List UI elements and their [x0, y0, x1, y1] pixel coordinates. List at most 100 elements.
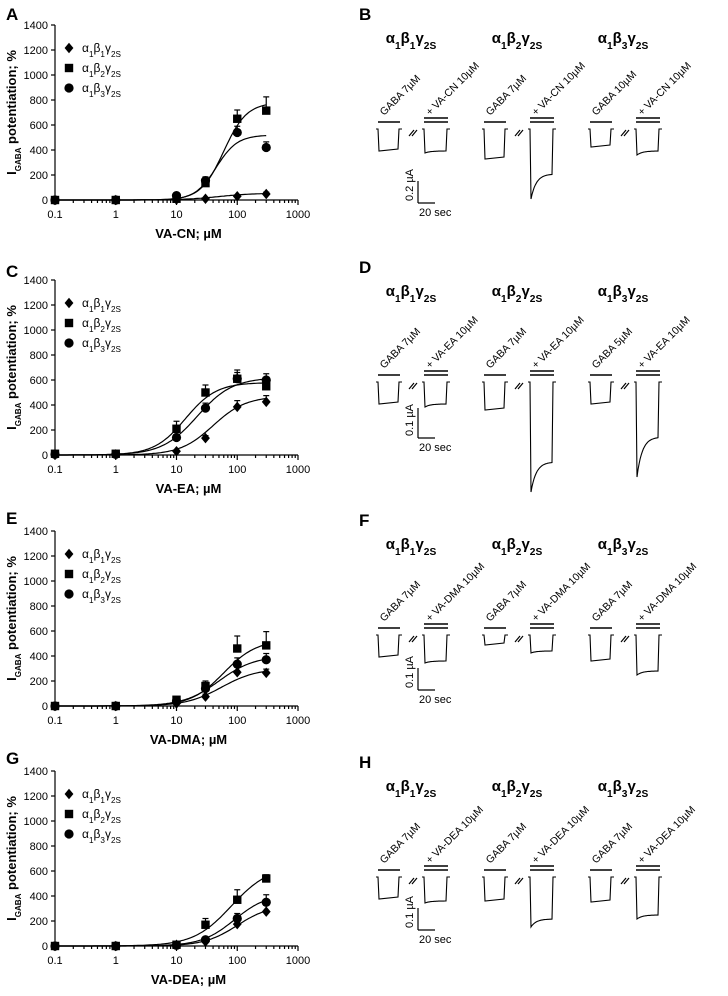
potentiated-current-trace	[528, 876, 556, 929]
data-point-circle	[232, 127, 242, 138]
column-title-3: α1β3γ2S	[598, 30, 649, 52]
x-axis-label: VA-DEA; µM	[151, 972, 226, 987]
drug-label: + VA-CN 10µM	[530, 60, 588, 118]
fit-curve-circle	[55, 135, 267, 201]
column-title-2: α1β2γ2S	[492, 536, 543, 558]
break-mark	[411, 129, 418, 137]
break-mark	[623, 129, 630, 137]
data-point-diamond	[261, 396, 271, 408]
potentiated-current-trace	[528, 128, 556, 200]
break-mark	[411, 635, 418, 643]
legend-entry-2: α1β2γ2S	[82, 316, 121, 334]
scale-time-label: 20 sec	[419, 694, 452, 706]
y-tick-label: 1400	[24, 526, 48, 538]
x-tick-label: 0.1	[47, 715, 62, 727]
drug-label: + VA-DEA 10µM	[424, 804, 486, 866]
legend-marker-circle	[64, 338, 74, 348]
break-mark	[408, 877, 415, 885]
data-point-diamond	[201, 432, 210, 444]
break-mark	[517, 129, 524, 137]
scale-time-label: 20 sec	[419, 207, 452, 219]
x-tick-label: 100	[228, 715, 246, 727]
y-tick-label: 0	[42, 450, 48, 462]
scale-current-label: 0.1 µA	[404, 895, 416, 928]
drug-label: + VA-DEA 10µM	[636, 804, 698, 866]
control-current-trace	[482, 128, 508, 160]
y-tick-label: 1400	[24, 20, 48, 32]
y-tick-label: 1000	[24, 325, 48, 337]
x-tick-label: 10	[170, 209, 182, 221]
data-point-circle	[232, 374, 242, 384]
scale-current-label: 0.2 µA	[404, 168, 416, 201]
legend-entry-1: α1β1γ2S	[82, 787, 121, 805]
control-current-trace	[588, 634, 614, 662]
data-point-square	[262, 382, 271, 391]
legend-entry-3: α1β3γ2S	[82, 827, 121, 845]
y-tick-label: 200	[30, 676, 48, 688]
data-point-square	[233, 114, 242, 123]
panel-label-E: E	[6, 509, 17, 528]
data-point-circle	[50, 941, 60, 951]
panel-label-D: D	[359, 258, 371, 277]
legend-marker-diamond	[64, 42, 74, 54]
column-title-3: α1β3γ2S	[598, 283, 649, 305]
y-tick-label: 800	[30, 95, 48, 107]
legend-marker-square	[64, 318, 74, 328]
break-mark	[514, 635, 521, 643]
drug-label: + VA-DMA 10µM	[424, 561, 488, 625]
control-current-trace	[588, 128, 614, 148]
data-point-circle	[111, 701, 121, 711]
x-tick-label: 1000	[286, 209, 310, 221]
legend-marker-square	[64, 569, 74, 579]
break-mark	[514, 877, 521, 885]
data-point-circle	[261, 142, 271, 153]
x-tick-label: 0.1	[47, 955, 62, 967]
panel-label-G: G	[6, 749, 19, 768]
data-point-square	[262, 874, 271, 883]
y-tick-label: 1000	[24, 70, 48, 82]
y-tick-label: 800	[30, 601, 48, 613]
y-tick-label: 600	[30, 866, 48, 878]
legend-entry-2: α1β2γ2S	[82, 807, 121, 825]
break-mark	[408, 635, 415, 643]
data-point-circle	[171, 432, 182, 443]
column-title-1: α1β1γ2S	[386, 283, 437, 305]
y-tick-label: 200	[30, 425, 48, 437]
x-tick-label: 100	[228, 464, 246, 476]
control-current-trace	[376, 876, 402, 900]
data-point-diamond	[261, 188, 271, 200]
break-mark	[623, 635, 630, 643]
gaba-label: GABA 7µM	[378, 579, 423, 624]
y-tick-label: 1200	[24, 45, 48, 57]
break-mark	[620, 382, 627, 390]
x-axis-label: VA-DMA; µM	[150, 732, 227, 747]
y-tick-label: 1400	[24, 275, 48, 287]
column-title-1: α1β1γ2S	[386, 30, 437, 52]
data-point-square	[262, 641, 271, 650]
legend-marker-square	[64, 809, 74, 819]
column-title-3: α1β3γ2S	[598, 536, 649, 558]
potentiated-current-trace	[634, 876, 662, 921]
legend-marker-circle	[64, 83, 74, 93]
data-point-diamond	[261, 906, 271, 917]
y-tick-label: 400	[30, 145, 48, 157]
data-point-circle	[261, 375, 271, 385]
potentiated-current-trace	[634, 634, 662, 677]
scale-time-label: 20 sec	[419, 442, 452, 454]
control-current-trace	[588, 876, 614, 903]
x-tick-label: 1	[113, 955, 119, 967]
break-mark	[517, 382, 524, 390]
control-current-trace	[376, 634, 402, 658]
data-point-diamond	[201, 691, 210, 702]
panel-label-H: H	[359, 753, 371, 772]
x-tick-label: 1000	[286, 464, 310, 476]
control-current-trace	[588, 381, 614, 405]
data-point-circle	[111, 449, 121, 459]
column-title-2: α1β2γ2S	[492, 778, 543, 800]
fit-curve-circle	[55, 378, 267, 456]
data-point-square	[201, 388, 210, 397]
potentiated-current-trace	[422, 381, 450, 408]
y-tick-label: 1400	[24, 766, 48, 778]
break-mark	[514, 129, 521, 137]
panel-label-F: F	[359, 511, 369, 530]
